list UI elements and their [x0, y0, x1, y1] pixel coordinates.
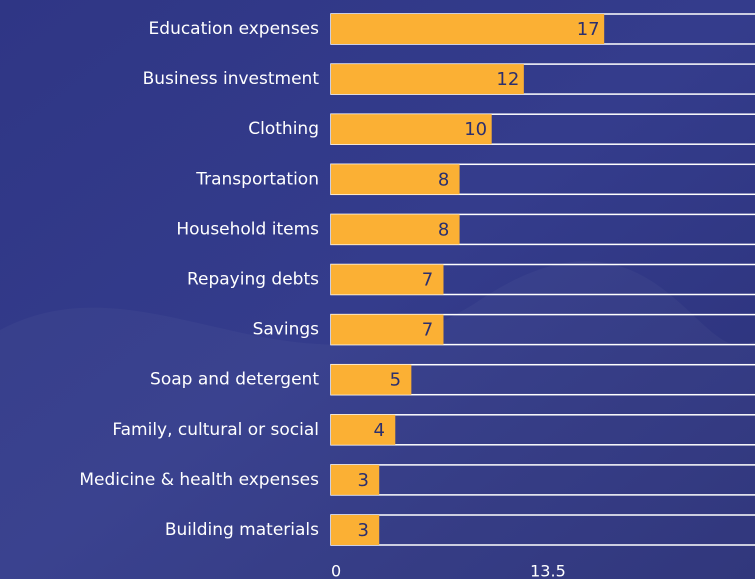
y-tick-label: Education expenses	[149, 19, 320, 39]
value-label: 4	[374, 420, 385, 441]
bar	[331, 164, 460, 195]
bar	[331, 364, 412, 395]
bar	[331, 64, 524, 95]
y-tick-label: Medicine & health expenses	[79, 470, 319, 490]
y-tick-label: Business investment	[143, 69, 320, 89]
y-tick-label: Building materials	[165, 520, 319, 540]
value-label: 7	[422, 270, 433, 291]
value-label: 8	[438, 219, 449, 240]
x-tick-label: 0	[331, 562, 341, 579]
value-label: 3	[357, 470, 368, 491]
y-tick-label: Household items	[176, 219, 319, 239]
value-label: 12	[496, 69, 519, 90]
y-tick-label: Clothing	[248, 119, 319, 139]
y-tick-label: Soap and detergent	[150, 370, 319, 390]
value-label: 10	[464, 119, 487, 140]
y-tick-label: Family, cultural or social	[112, 420, 319, 440]
value-label: 5	[390, 370, 401, 391]
x-tick-label: 13.5	[530, 562, 566, 579]
bar	[331, 414, 396, 445]
bar	[331, 214, 460, 245]
bar	[331, 114, 492, 145]
bar	[331, 14, 605, 44]
bar	[331, 264, 444, 295]
bar	[331, 464, 380, 495]
bar	[331, 515, 380, 545]
value-label: 8	[438, 169, 449, 190]
y-tick-label: Transportation	[195, 169, 319, 189]
y-tick-label: Savings	[253, 320, 320, 340]
bar	[331, 314, 444, 345]
value-label: 3	[357, 520, 368, 541]
y-tick-label: Repaying debts	[187, 270, 319, 290]
value-label: 7	[422, 320, 433, 341]
value-label: 17	[577, 19, 600, 40]
